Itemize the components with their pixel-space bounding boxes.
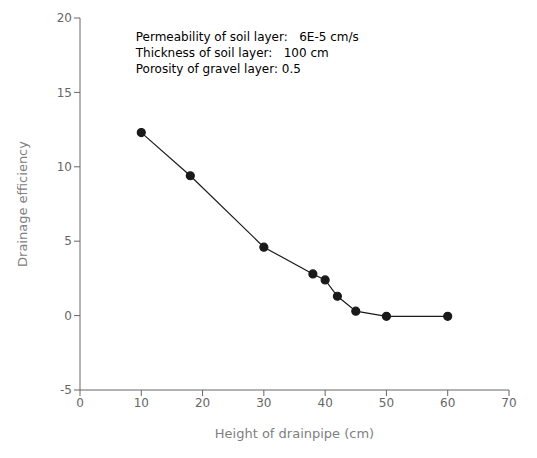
- svg-text:Drainage efficiency: Drainage efficiency: [15, 141, 30, 267]
- svg-text:20: 20: [195, 396, 210, 410]
- svg-text:Height of drainpipe (cm): Height of drainpipe (cm): [215, 426, 374, 441]
- html-text:Thickness of soil layer: 100 c: Thickness of soil layer: 100 cm: [135, 46, 329, 61]
- svg-text:50: 50: [379, 396, 394, 410]
- html-text:Permeability of soil layer: 6E: Permeability of soil layer: 6E-5 cm/s: [135, 30, 359, 45]
- svg-text:40: 40: [318, 396, 333, 410]
- svg-text:15: 15: [57, 86, 72, 100]
- svg-text:10: 10: [134, 396, 149, 410]
- svg-text:0: 0: [76, 396, 84, 410]
- svg-text:30: 30: [256, 396, 271, 410]
- svg-text:0: 0: [64, 309, 72, 323]
- svg-text:10: 10: [57, 160, 72, 174]
- html-text:Porosity of gravel layer: 0.5: Porosity of gravel layer: 0.5: [135, 62, 301, 77]
- svg-text:70: 70: [501, 396, 516, 410]
- svg-text:60: 60: [440, 396, 455, 410]
- svg-text:-5: -5: [60, 383, 72, 397]
- svg-text:20: 20: [57, 11, 72, 25]
- svg-text:5: 5: [64, 234, 72, 248]
